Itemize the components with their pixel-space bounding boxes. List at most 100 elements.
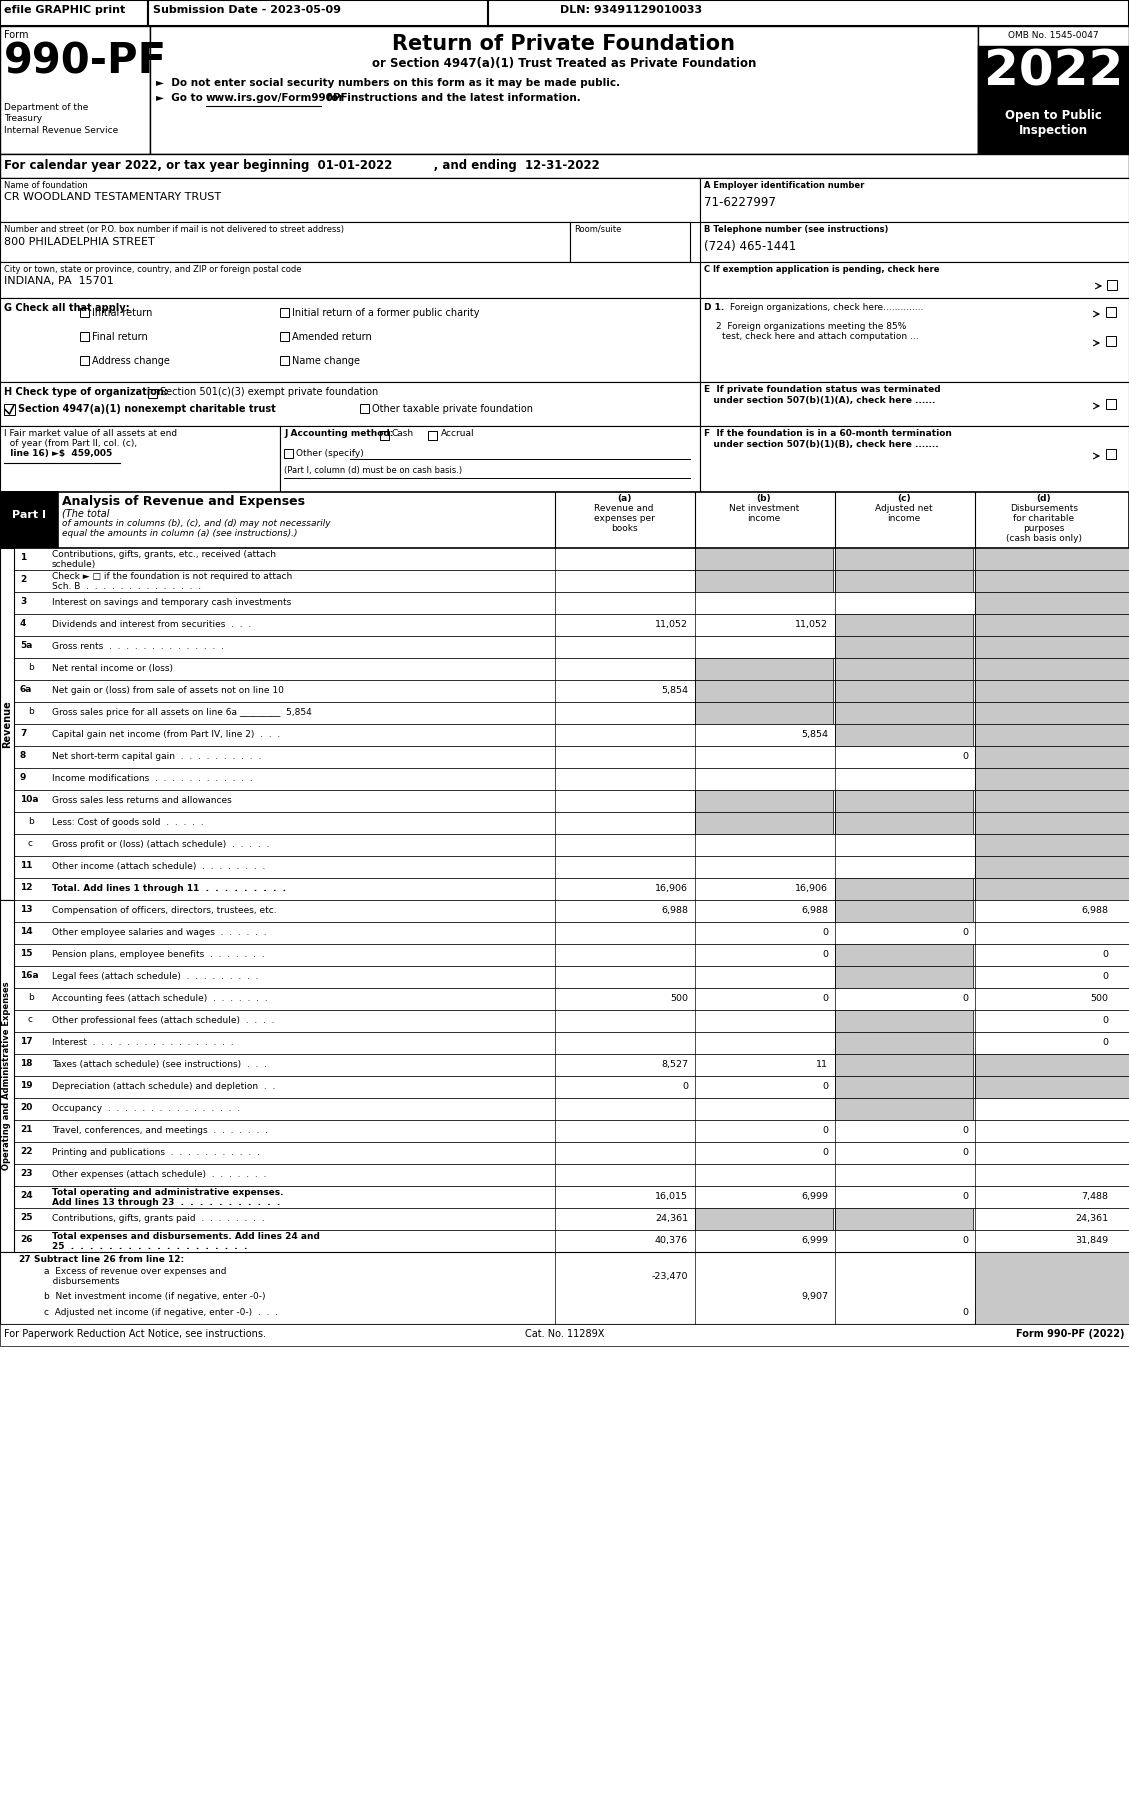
- Text: 9: 9: [20, 773, 26, 782]
- Text: 0: 0: [1102, 949, 1108, 958]
- Text: B Telephone number (see instructions): B Telephone number (see instructions): [704, 225, 889, 234]
- Text: 5a: 5a: [20, 642, 33, 651]
- Text: income: income: [747, 514, 780, 523]
- Text: Accrual: Accrual: [441, 430, 474, 439]
- Bar: [695, 658, 833, 680]
- Text: 7: 7: [20, 728, 26, 737]
- Text: Cat. No. 11289X: Cat. No. 11289X: [525, 1329, 604, 1340]
- Text: (cash basis only): (cash basis only): [1006, 534, 1082, 543]
- Bar: [0, 856, 1129, 877]
- Text: Cash: Cash: [392, 430, 414, 439]
- Text: test, check here and attach computation ...: test, check here and attach computation …: [723, 333, 919, 342]
- Text: 0: 0: [962, 1126, 968, 1135]
- Text: Name change: Name change: [292, 356, 360, 367]
- Text: Open to Public
Inspection: Open to Public Inspection: [1005, 110, 1102, 137]
- Text: City or town, state or province, country, and ZIP or foreign postal code: City or town, state or province, country…: [5, 264, 301, 273]
- Text: I Fair market value of all assets at end: I Fair market value of all assets at end: [5, 430, 177, 439]
- Text: Adjusted net: Adjusted net: [875, 503, 933, 512]
- Text: Interest  .  .  .  .  .  .  .  .  .  .  .  .  .  .  .  .  .: Interest . . . . . . . . . . . . . . . .…: [52, 1037, 234, 1046]
- Text: 0: 0: [682, 1082, 688, 1091]
- Text: 24,361: 24,361: [655, 1214, 688, 1223]
- Text: Revenue: Revenue: [2, 699, 12, 748]
- Bar: [0, 636, 1129, 658]
- Bar: [835, 548, 973, 570]
- Bar: [835, 613, 973, 636]
- Bar: [0, 592, 1129, 613]
- Text: E  If private foundation status was terminated: E If private foundation status was termi…: [704, 385, 940, 394]
- Text: Add lines 13 through 23  .  .  .  .  .  .  .  .  .  .  .: Add lines 13 through 23 . . . . . . . . …: [52, 1197, 280, 1206]
- Text: Total expenses and disbursements. Add lines 24 and: Total expenses and disbursements. Add li…: [52, 1232, 320, 1241]
- Text: Room/suite: Room/suite: [574, 225, 621, 234]
- Text: Total operating and administrative expenses.: Total operating and administrative expen…: [52, 1188, 283, 1197]
- Text: 990-PF: 990-PF: [5, 40, 167, 83]
- Bar: [148, 0, 488, 25]
- Bar: [700, 298, 1129, 381]
- Text: 0: 0: [962, 1307, 968, 1316]
- Text: 19: 19: [20, 1081, 33, 1090]
- Text: 0: 0: [822, 1126, 828, 1135]
- Bar: [695, 570, 833, 592]
- Text: Taxes (attach schedule) (see instructions)  .  .  .: Taxes (attach schedule) (see instruction…: [52, 1061, 266, 1070]
- Text: Net short-term capital gain  .  .  .  .  .  .  .  .  .  .: Net short-term capital gain . . . . . . …: [52, 752, 261, 761]
- Text: 16,015: 16,015: [655, 1192, 688, 1201]
- Text: purposes: purposes: [1023, 523, 1065, 532]
- Text: 40,376: 40,376: [655, 1235, 688, 1244]
- Text: Disbursements: Disbursements: [1010, 503, 1078, 512]
- Text: Other professional fees (attach schedule)  .  .  .  .: Other professional fees (attach schedule…: [52, 1016, 274, 1025]
- Bar: [975, 701, 1129, 725]
- Bar: [80, 356, 89, 365]
- Text: equal the amounts in column (a) (see instructions).): equal the amounts in column (a) (see ins…: [62, 529, 298, 538]
- Bar: [0, 701, 1129, 725]
- Text: Department of the: Department of the: [5, 102, 88, 111]
- Text: OMB No. 1545-0047: OMB No. 1545-0047: [1008, 31, 1099, 40]
- Bar: [835, 658, 973, 680]
- Text: Accounting fees (attach schedule)  .  .  .  .  .  .  .: Accounting fees (attach schedule) . . . …: [52, 994, 268, 1003]
- Text: Foreign organizations, check here..............: Foreign organizations, check here.......…: [730, 304, 924, 313]
- Text: 71-6227997: 71-6227997: [704, 196, 776, 209]
- Text: 16a: 16a: [20, 971, 38, 980]
- Text: 17: 17: [20, 1037, 33, 1046]
- Text: H Check type of organization:: H Check type of organization:: [5, 387, 168, 397]
- Bar: [0, 570, 1129, 592]
- Text: Contributions, gifts, grants, etc., received (attach: Contributions, gifts, grants, etc., rece…: [52, 550, 275, 559]
- Bar: [978, 47, 1129, 104]
- Text: under section 507(b)(1)(A), check here ......: under section 507(b)(1)(A), check here .…: [704, 396, 935, 405]
- Text: 16,906: 16,906: [795, 885, 828, 894]
- Bar: [0, 1010, 1129, 1032]
- Text: G Check all that apply:: G Check all that apply:: [5, 304, 130, 313]
- Bar: [0, 944, 1129, 966]
- Bar: [835, 1075, 973, 1099]
- Text: J Accounting method:: J Accounting method:: [285, 430, 393, 439]
- Text: 25  .  .  .  .  .  .  .  .  .  .  .  .  .  .  .  .  .  .  .: 25 . . . . . . . . . . . . . . . . . . .: [52, 1242, 247, 1251]
- Bar: [835, 680, 973, 701]
- Bar: [975, 877, 1129, 901]
- Text: for instructions and the latest information.: for instructions and the latest informat…: [323, 93, 580, 102]
- Text: 0: 0: [962, 928, 968, 937]
- Text: Address change: Address change: [91, 356, 169, 367]
- Bar: [0, 789, 1129, 813]
- Bar: [975, 813, 1129, 834]
- Bar: [0, 725, 1129, 746]
- Text: 8: 8: [20, 752, 26, 761]
- Bar: [835, 789, 973, 813]
- Bar: [1106, 450, 1115, 458]
- Text: 3: 3: [20, 597, 26, 606]
- Text: Gross sales less returns and allowances: Gross sales less returns and allowances: [52, 797, 231, 806]
- Text: 7,488: 7,488: [1080, 1192, 1108, 1201]
- Bar: [0, 966, 1129, 987]
- Bar: [975, 1251, 1129, 1323]
- Bar: [978, 25, 1129, 155]
- Text: (b): (b): [756, 494, 771, 503]
- Bar: [0, 1032, 1129, 1054]
- Text: b: b: [28, 992, 34, 1001]
- Bar: [380, 432, 390, 441]
- Text: Gross profit or (loss) (attach schedule)  .  .  .  .  .: Gross profit or (loss) (attach schedule)…: [52, 840, 270, 849]
- Text: Check ► □ if the foundation is not required to attach: Check ► □ if the foundation is not requi…: [52, 572, 292, 581]
- Text: 31,849: 31,849: [1075, 1235, 1108, 1244]
- Text: c  Adjusted net income (if negative, enter -0-)  .  .  .: c Adjusted net income (if negative, ente…: [44, 1307, 278, 1316]
- Text: Compensation of officers, directors, trustees, etc.: Compensation of officers, directors, tru…: [52, 906, 277, 915]
- Text: 500: 500: [669, 994, 688, 1003]
- Bar: [975, 789, 1129, 813]
- Text: 6a: 6a: [20, 685, 33, 694]
- Text: expenses per: expenses per: [594, 514, 655, 523]
